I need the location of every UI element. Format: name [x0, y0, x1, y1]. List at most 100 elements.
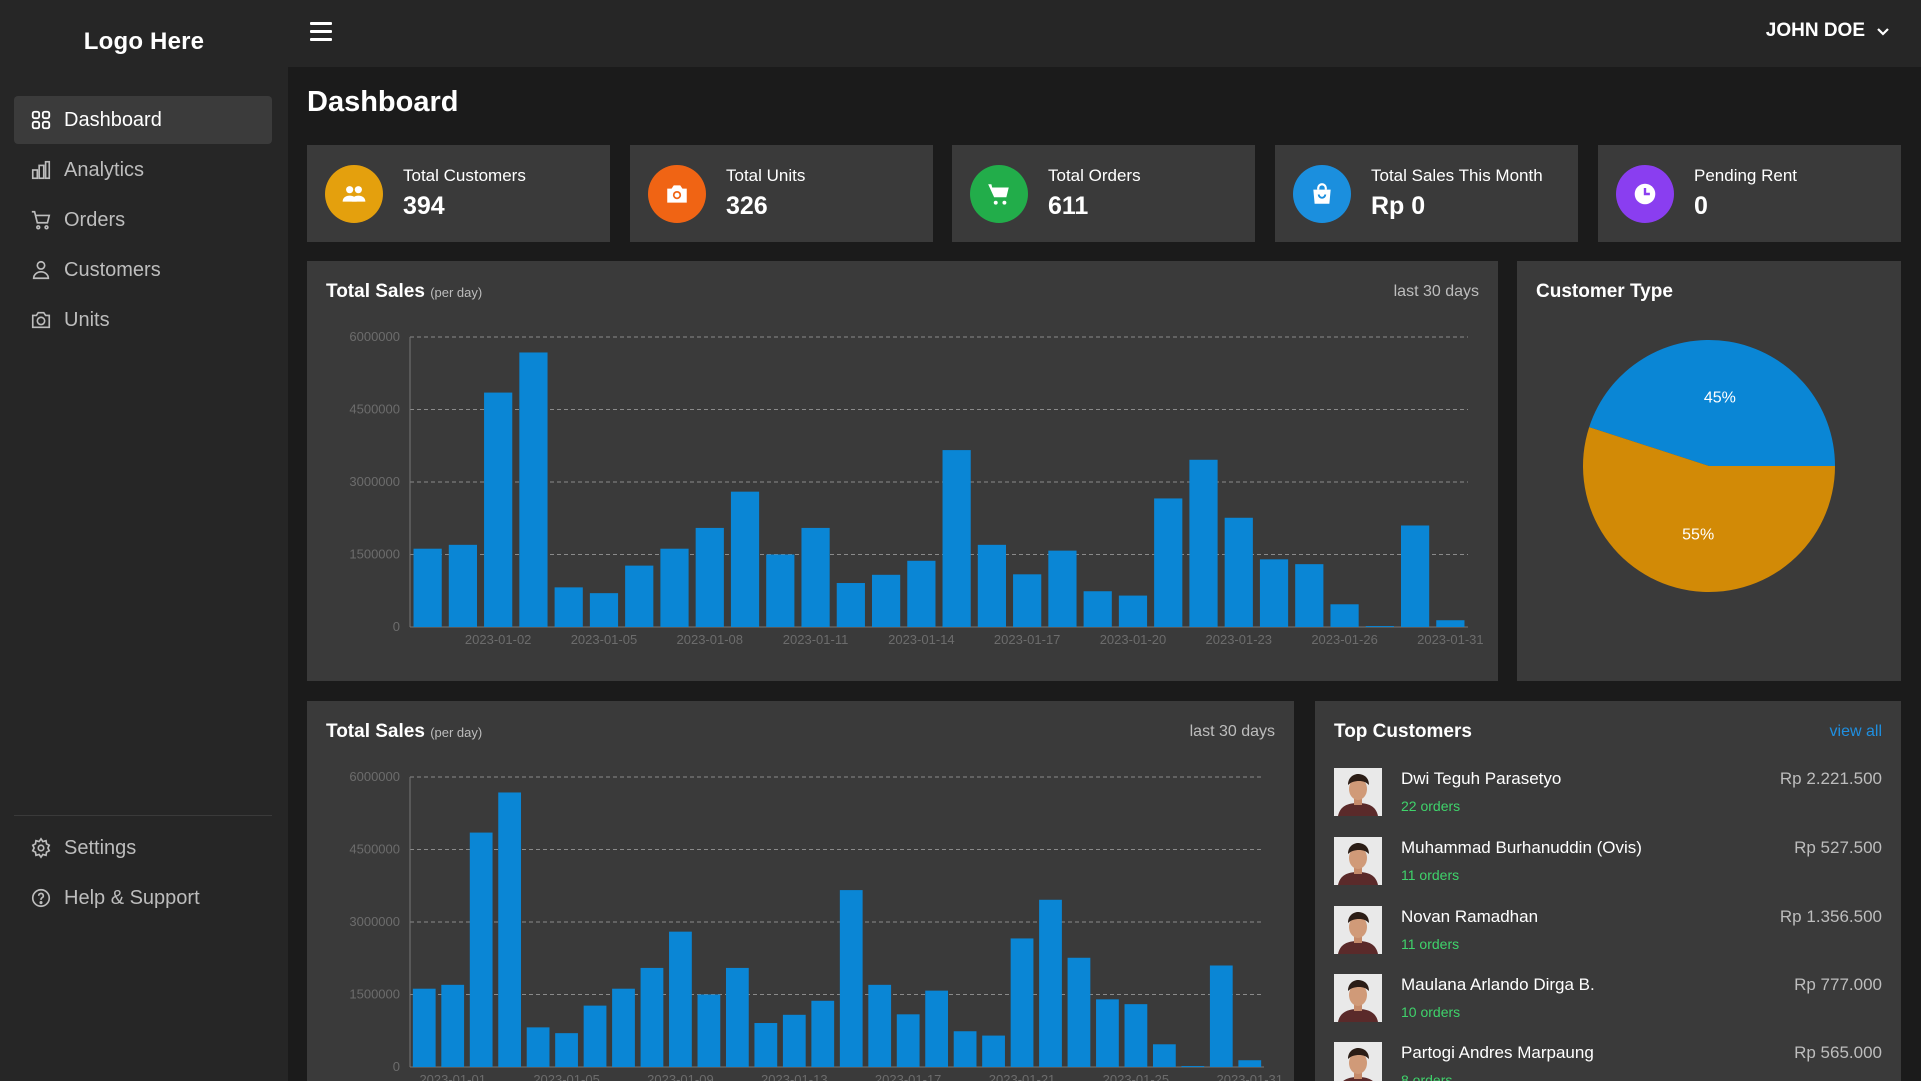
bar[interactable] — [554, 587, 583, 627]
bar[interactable] — [907, 560, 936, 627]
bar[interactable] — [725, 967, 749, 1067]
total-sales-bar-chart: 0 1500000 3000000 4500000 6000000 2023-01-02 2… — [349, 329, 1483, 647]
bar[interactable] — [625, 565, 654, 627]
sidebar-item-orders[interactable]: Orders — [14, 196, 272, 244]
bar[interactable] — [1039, 899, 1062, 1067]
bar[interactable] — [1181, 1066, 1205, 1067]
bar[interactable] — [1259, 559, 1289, 627]
pie-slice-student[interactable] — [1583, 427, 1835, 592]
bar[interactable] — [977, 544, 1007, 627]
bar[interactable] — [982, 1035, 1005, 1067]
bar[interactable] — [1118, 595, 1148, 627]
bar[interactable] — [868, 984, 892, 1067]
bar[interactable] — [801, 527, 830, 627]
bar[interactable] — [1152, 1044, 1176, 1067]
bar[interactable] — [1189, 459, 1218, 627]
x-tick-label: 2023-01-26 — [1311, 632, 1378, 647]
bar[interactable] — [1154, 498, 1183, 627]
bar[interactable] — [1083, 591, 1112, 627]
bar[interactable] — [612, 988, 635, 1067]
customer-orders: 11 orders — [1401, 867, 1460, 883]
bar[interactable] — [441, 984, 465, 1067]
bar[interactable] — [1096, 999, 1119, 1067]
bar[interactable] — [697, 994, 721, 1068]
cart-icon — [31, 210, 51, 230]
bar[interactable] — [1010, 938, 1034, 1067]
bar[interactable] — [669, 931, 692, 1067]
bar[interactable] — [1224, 517, 1253, 627]
avatar — [1334, 1042, 1382, 1081]
view-all-link[interactable]: view all — [1829, 723, 1882, 740]
bar[interactable] — [782, 1014, 806, 1067]
bar[interactable] — [1048, 550, 1077, 627]
logo[interactable]: Logo Here — [83, 28, 205, 55]
bar[interactable] — [730, 491, 760, 627]
bar[interactable] — [1209, 965, 1233, 1068]
bar[interactable] — [925, 990, 949, 1067]
bar[interactable] — [640, 967, 664, 1067]
customer-row[interactable]: Dwi Teguh Parasetyo 22 orders Rp 2.221.5… — [1334, 768, 1882, 820]
bar[interactable] — [589, 593, 619, 627]
customer-name: Muhammad Burhanuddin (Ovis) — [1401, 838, 1642, 857]
bar[interactable] — [583, 1005, 607, 1067]
bar[interactable] — [896, 1014, 920, 1067]
customer-row[interactable]: Muhammad Burhanuddin (Ovis) 11 orders Rp… — [1334, 837, 1882, 889]
range-selector[interactable]: last 30 days — [1189, 723, 1275, 740]
bar[interactable] — [526, 1027, 550, 1067]
menu-toggle-button[interactable] — [310, 22, 332, 44]
gear-icon — [31, 837, 51, 859]
bar[interactable] — [1124, 1004, 1148, 1067]
bar[interactable] — [942, 450, 971, 627]
sidebar-item-customers[interactable]: Customers — [14, 246, 272, 294]
user-menu[interactable]: JOHN DOE — [1766, 20, 1891, 42]
customer-row[interactable]: Partogi Andres Marpaung 8 orders Rp 565.… — [1334, 1042, 1882, 1081]
bar[interactable] — [754, 1023, 778, 1067]
x-tick-label: 2023-01-05 — [533, 1072, 600, 1081]
bar[interactable] — [1400, 525, 1430, 628]
customer-row[interactable]: Novan Ramadhan 11 orders Rp 1.356.500 — [1334, 906, 1882, 958]
bar[interactable] — [1330, 604, 1359, 627]
sidebar-item-label: Help & Support — [64, 886, 200, 909]
sidebar-item-analytics[interactable]: Analytics — [14, 146, 272, 194]
bar[interactable] — [1067, 957, 1091, 1067]
sidebar-item-settings[interactable]: Settings — [14, 824, 272, 872]
sidebar-item-dashboard[interactable]: Dashboard — [14, 96, 272, 144]
sidebar-item-label: Dashboard — [64, 108, 162, 131]
bar[interactable] — [811, 1000, 835, 1067]
bar[interactable] — [1436, 620, 1465, 627]
panel-subtitle: (per day) — [430, 285, 483, 300]
bar[interactable] — [555, 1033, 578, 1067]
bar[interactable] — [839, 890, 863, 1067]
y-tick-label: 6000000 — [349, 769, 400, 784]
bar[interactable] — [448, 544, 478, 627]
stat-label: Pending Rent — [1694, 166, 1798, 185]
bar[interactable] — [766, 554, 795, 628]
customer-row[interactable]: Maulana Arlando Dirga B. 10 orders Rp 77… — [1334, 974, 1882, 1026]
bar[interactable] — [498, 792, 522, 1067]
bar[interactable] — [1365, 626, 1394, 627]
bar[interactable] — [660, 548, 689, 627]
bar[interactable] — [836, 583, 865, 627]
bar[interactable] — [519, 352, 548, 627]
bar[interactable] — [484, 392, 513, 627]
clock-icon — [1634, 183, 1656, 204]
x-tick-label: 2023-01-17 — [875, 1072, 942, 1081]
pie-slice-general[interactable] — [1589, 339, 1835, 466]
bar[interactable] — [469, 832, 493, 1067]
sidebar-item-units[interactable]: Units — [14, 296, 272, 344]
bar[interactable] — [413, 548, 442, 627]
bar[interactable] — [953, 1031, 977, 1067]
bar[interactable] — [871, 574, 901, 627]
y-tick-label: 0 — [393, 619, 400, 634]
range-selector[interactable]: last 30 days — [1393, 283, 1479, 300]
bar[interactable] — [1238, 1060, 1262, 1067]
panel-title-text: Total Sales — [326, 281, 425, 302]
y-tick-label: 1500000 — [349, 987, 400, 1002]
page-title: Dashboard — [307, 86, 459, 118]
sidebar-item-help[interactable]: Help & Support — [14, 874, 272, 922]
pie-slice-label: 45% — [1704, 390, 1736, 407]
bar[interactable] — [1295, 564, 1324, 627]
bar[interactable] — [695, 527, 724, 627]
bar[interactable] — [1013, 574, 1042, 627]
bar[interactable] — [412, 988, 436, 1067]
